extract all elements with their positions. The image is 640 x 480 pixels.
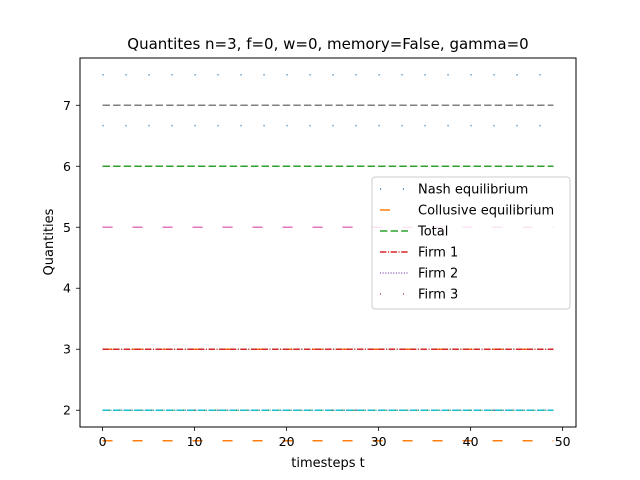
plot-lines — [102, 74, 554, 442]
chart-title: Quantites n=3, f=0, w=0, memory=False, g… — [127, 35, 528, 53]
legend-label: Firm 1 — [418, 246, 458, 261]
y-tick-label: 4 — [63, 281, 71, 296]
y-tick-label: 6 — [63, 159, 71, 174]
legend-item-firm-1: Firm 1 — [380, 246, 458, 261]
legend-item-total: Total — [380, 225, 448, 240]
y-axis-label: Quantities — [42, 208, 57, 275]
x-tick-label: 0 — [99, 434, 107, 449]
x-tick-label: 50 — [555, 434, 571, 449]
y-tick-label: 5 — [63, 220, 71, 235]
legend-label: Total — [417, 225, 448, 240]
x-axis-label: timesteps t — [291, 456, 365, 471]
y-tick-label: 7 — [63, 98, 71, 113]
legend: Nash equilibrium Collusive equilibrium Tot… — [371, 176, 571, 310]
legend-label: Collusive equilibrium — [418, 204, 554, 219]
x-axis: 0 10 20 30 40 50 — [99, 427, 571, 449]
legend-item-firm-2: Firm 2 — [380, 267, 458, 282]
legend-item-nash-equilibrium: Nash equilibrium — [380, 183, 528, 198]
x-tick-label: 20 — [279, 434, 295, 449]
y-axis: 2 3 4 5 6 7 — [63, 98, 80, 418]
y-tick-label: 2 — [63, 403, 71, 418]
legend-box — [371, 176, 571, 310]
legend-label: Nash equilibrium — [418, 183, 528, 198]
x-tick-label: 10 — [187, 434, 203, 449]
legend-label: Firm 3 — [418, 288, 458, 303]
y-tick-label: 3 — [63, 342, 71, 357]
plot-frame — [79, 57, 577, 428]
legend-item-collusive-equilibrium: Collusive equilibrium — [380, 204, 554, 219]
legend-label: Firm 2 — [418, 267, 458, 282]
x-tick-label: 30 — [371, 434, 387, 449]
x-tick-label: 40 — [463, 434, 479, 449]
legend-item-firm-3: Firm 3 — [380, 288, 458, 303]
